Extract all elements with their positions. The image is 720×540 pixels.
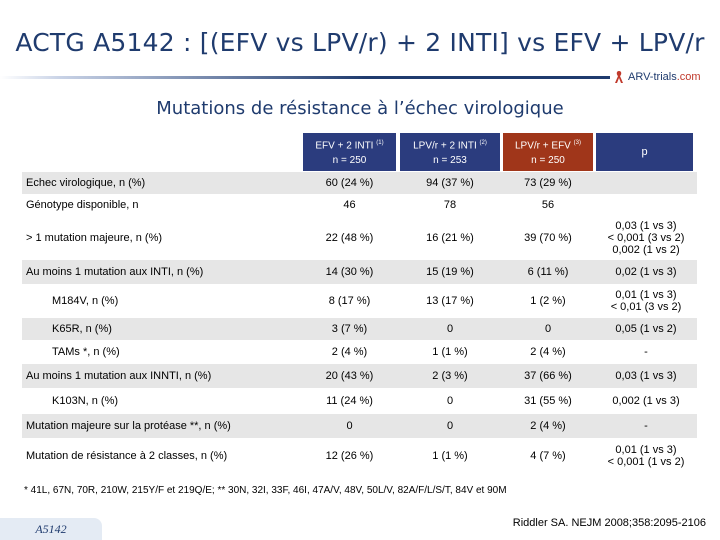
- title-divider: [0, 76, 610, 79]
- p-value-cell: [596, 172, 696, 194]
- value-cell: 13 (17 %): [426, 295, 474, 307]
- brand-name: ARV-trials: [628, 71, 677, 83]
- value-cell: 0: [446, 323, 454, 335]
- p-value-cell: -: [596, 414, 696, 438]
- value-cell: 16 (21 %): [426, 232, 474, 244]
- p-value-line: 0,002 (1 vs 2): [612, 244, 680, 256]
- p-value-line: 0,01 (1 vs 3): [615, 444, 677, 456]
- table-row: Au moins 1 mutation aux INTI, n (%) 14 (3…: [22, 260, 697, 284]
- column-header-lpvr-2inti: LPV/r + 2 INTI (2) n = 253: [400, 133, 500, 171]
- value-cell: 0: [446, 420, 454, 432]
- table-row: K65R, n (%) 3 (7 %) 0 0 0,05 (1 vs 2): [22, 318, 697, 340]
- value-cell: 12 (26 %): [325, 450, 374, 462]
- p-value-line: 0,05 (1 vs 2): [615, 323, 677, 335]
- value-cell: 3 (7 %): [331, 323, 368, 335]
- p-value-line: 0,02 (1 vs 3): [615, 266, 677, 278]
- value-cell: 15 (19 %): [426, 266, 474, 278]
- p-value-line: -: [644, 346, 648, 358]
- p-value-line: 0,002 (1 vs 3): [612, 395, 680, 407]
- brand-logo: ARV-trials.com: [612, 68, 712, 86]
- p-value-cell: 0,02 (1 vs 3): [596, 260, 696, 284]
- table-row: Génotype disponible, n 46 78 56: [22, 194, 697, 216]
- brand-suffix: .com: [676, 71, 701, 83]
- value-cell: 78: [443, 199, 457, 211]
- reference-citation: Riddler SA. NEJM 2008;358:2095-2106: [512, 517, 706, 529]
- row-label: Génotype disponible, n: [26, 199, 139, 211]
- value-cell: 0: [346, 420, 353, 432]
- value-cell: 31 (55 %): [524, 395, 572, 407]
- row-label: Mutation de résistance à 2 classes, n (%…: [26, 450, 228, 462]
- row-label: Au moins 1 mutation aux INNTI, n (%): [26, 370, 212, 382]
- value-cell: 94 (37 %): [426, 177, 474, 189]
- value-cell: 1 (1 %): [432, 346, 468, 358]
- row-label: K103N, n (%): [52, 395, 119, 407]
- value-cell: 6 (11 %): [527, 266, 569, 278]
- p-value-line: 0,03 (1 vs 3): [615, 220, 677, 232]
- p-value-cell: -: [596, 340, 696, 364]
- p-value-line: -: [644, 420, 648, 432]
- table-row: TAMs *, n (%) 2 (4 %) 1 (1 %) 2 (4 %) -: [22, 340, 697, 364]
- value-cell: 2 (4 %): [331, 346, 368, 358]
- p-value-cell: [596, 194, 696, 216]
- row-label: K65R, n (%): [52, 323, 112, 335]
- p-value-cell: 0,03 (1 vs 3) < 0,001 (3 vs 2) 0,002 (1 vs…: [596, 216, 696, 260]
- table-row: > 1 mutation majeure, n (%) 22 (48 %) 16 (…: [22, 216, 697, 260]
- p-value-line: < 0,001 (1 vs 2): [607, 456, 685, 468]
- study-tag: A5142: [0, 518, 102, 540]
- row-label: > 1 mutation majeure, n (%): [26, 232, 163, 244]
- column-header-p: p: [596, 133, 693, 171]
- value-cell: 37 (66 %): [524, 370, 572, 382]
- value-cell: 0: [446, 395, 454, 407]
- column-header-lpvr-efv: LPV/r + EFV (3) n = 250: [503, 133, 593, 171]
- value-cell: 1 (1 %): [432, 450, 468, 462]
- value-cell: 39 (70 %): [524, 232, 572, 244]
- p-value-line: < 0,01 (3 vs 2): [610, 301, 682, 313]
- p-value-line: < 0,001 (3 vs 2): [607, 232, 685, 244]
- column-header-efv-2inti: EFV + 2 INTI (1) n = 250: [303, 133, 396, 171]
- value-cell: 2 (4 %): [530, 346, 566, 358]
- footnote: * 41L, 67N, 70R, 210W, 215Y/F et 219Q/E;…: [24, 485, 507, 496]
- value-cell: 4 (7 %): [530, 450, 566, 462]
- value-cell: 46: [343, 199, 356, 211]
- value-cell: 56: [541, 199, 555, 211]
- p-value-cell: 0,01 (1 vs 3) < 0,001 (1 vs 2): [596, 438, 696, 474]
- value-cell: 60 (24 %): [325, 177, 374, 189]
- ribbon-icon: [615, 71, 623, 83]
- table-row: Au moins 1 mutation aux INNTI, n (%) 20 (…: [22, 364, 697, 388]
- value-cell: 2 (3 %): [432, 370, 468, 382]
- p-value-cell: 0,002 (1 vs 3): [596, 388, 696, 414]
- p-value-line: 0,01 (1 vs 3): [615, 289, 677, 301]
- row-label: TAMs *, n (%): [52, 346, 120, 358]
- table-row: Echec virologique, n (%) 60 (24 %) 94 (37 …: [22, 172, 697, 194]
- p-value-line: 0,03 (1 vs 3): [615, 370, 677, 382]
- value-cell: 14 (30 %): [325, 266, 374, 278]
- value-cell: 22 (48 %): [325, 232, 374, 244]
- p-value-cell: 0,05 (1 vs 2): [596, 318, 696, 340]
- slide-subtitle: Mutations de résistance à l’échec virolo…: [156, 98, 564, 119]
- row-label: Mutation majeure sur la protéase **, n (…: [26, 420, 231, 432]
- value-cell: 2 (4 %): [530, 420, 566, 432]
- row-label: M184V, n (%): [52, 295, 119, 307]
- value-cell: 0: [544, 323, 552, 335]
- table-row: Mutation majeure sur la protéase **, n (…: [22, 414, 697, 438]
- slide-title: ACTG A5142 : [(EFV vs LPV/r) + 2 INTI] v…: [15, 28, 705, 57]
- row-label: Au moins 1 mutation aux INTI, n (%): [26, 266, 204, 278]
- p-value-cell: 0,03 (1 vs 3): [596, 364, 696, 388]
- value-cell: 11 (24 %): [326, 395, 373, 407]
- row-label: Echec virologique, n (%): [26, 177, 146, 189]
- value-cell: 73 (29 %): [524, 177, 572, 189]
- table-row: M184V, n (%) 8 (17 %) 13 (17 %) 1 (2 %) 0,01…: [22, 284, 697, 318]
- value-cell: 8 (17 %): [328, 295, 371, 307]
- table-row: K103N, n (%) 11 (24 %) 0 31 (55 %) 0,002 (1 …: [22, 388, 697, 414]
- value-cell: 1 (2 %): [530, 295, 566, 307]
- p-value-cell: 0,01 (1 vs 3) < 0,01 (3 vs 2): [596, 284, 696, 318]
- value-cell: 20 (43 %): [325, 370, 374, 382]
- table-row: Mutation de résistance à 2 classes, n (%…: [22, 438, 697, 474]
